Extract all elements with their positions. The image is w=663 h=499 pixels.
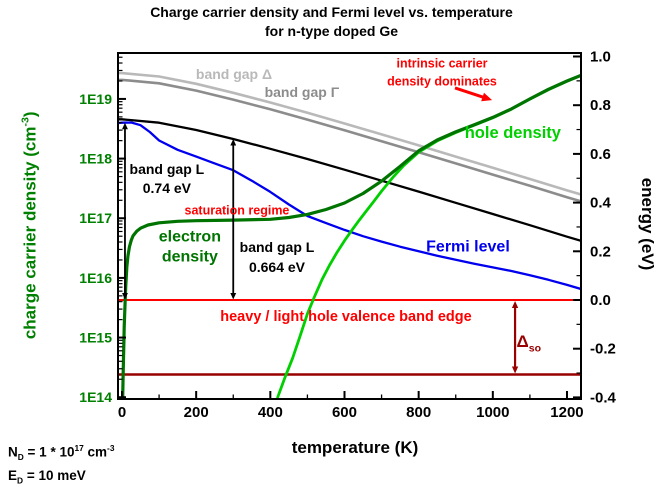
annotation-band-gap-delta-label: band gap Δ: [196, 66, 272, 82]
annotation-saturation-regime-label: saturation regime: [185, 204, 290, 218]
x-tick-label: 400: [258, 404, 283, 421]
annotation-intrinsic-carrier-label: intrinsic carrier density dominates: [387, 56, 497, 88]
annotation-band-gap-gamma-label: band gap Γ: [265, 84, 340, 100]
annotation-band-gap-L-0K-label: band gap L 0.74 eV: [130, 161, 205, 196]
x-axis-label: temperature (K): [291, 438, 419, 457]
annotation-fermi-level-label: Fermi level: [426, 239, 510, 256]
x-tick-label: 200: [184, 404, 209, 421]
plot-border: [117, 52, 582, 400]
y-right-tick-label: 0.6: [590, 146, 611, 163]
y-axis-label-right: energy (eV): [638, 177, 657, 271]
annotation-hole-density-label: hole density: [465, 124, 562, 142]
curve-band-gap-gamma: [118, 78, 581, 203]
x-tick-label: 800: [406, 404, 431, 421]
annotation-valence-band-edge-label: heavy / light hole valence band edge: [220, 309, 471, 325]
x-tick-label: 1200: [550, 404, 583, 421]
plot-area: [118, 71, 581, 399]
y-right-tick-label: 0.2: [590, 243, 611, 260]
arrow-band-gap-300K: [230, 139, 237, 300]
y-axis-right: -0.4 -0.2 0.0 0.2 0.4 0.6 0.8 1.0: [573, 49, 617, 406]
y-right-tick-label: 1.0: [590, 49, 611, 66]
x-tick-label: 1000: [476, 404, 509, 421]
y-right-tick-label: -0.4: [590, 389, 617, 406]
arrow-delta-so: [511, 300, 519, 374]
doping-concentration-note: ND = 1 * 1017 cm-3: [8, 443, 115, 463]
donor-energy-note: ED = 10 meV: [8, 468, 86, 486]
y-axis-left: 1E14 1E15 1E16 1E17 1E18 1E19: [79, 56, 126, 405]
y-right-tick-label: -0.2: [590, 341, 616, 358]
annotation-delta-so-label: Δso: [517, 332, 542, 355]
y-left-tick-label: 1E18: [79, 151, 112, 167]
chart-title-line1: Charge carrier density and Fermi level v…: [150, 4, 513, 20]
curve-fermi-level: [118, 121, 581, 291]
x-tick-label: 0: [118, 404, 126, 421]
y-right-tick-label: 0.0: [590, 292, 611, 309]
arrow-band-gap-0K: [122, 122, 128, 300]
chart-title-line2: for n-type doped Ge: [265, 23, 398, 39]
arrow-intrinsic-pointer: [454, 86, 493, 102]
curve-band-gap-L: [118, 118, 581, 243]
y-left-tick-label: 1E15: [79, 330, 112, 346]
annotation-band-gap-L-300K-label: band gap L 0.664 eV: [240, 239, 315, 275]
y-left-tick-label: 1E14: [79, 389, 112, 405]
curve-band-gap-delta: [118, 71, 581, 196]
y-left-tick-label: 1E19: [79, 91, 112, 107]
x-tick-label: 600: [332, 404, 357, 421]
y-right-tick-label: 0.8: [590, 97, 611, 114]
annotation-electron-density-label: electron density: [159, 229, 221, 266]
chart-title: Charge carrier density and Fermi level v…: [0, 3, 663, 41]
y-left-tick-label: 1E16: [79, 270, 112, 286]
y-axis-label-left: charge carrier density (cm-3): [19, 111, 40, 340]
x-axis: 0 200 400 600 800 1000 1200: [118, 391, 584, 421]
y-left-tick-label: 1E17: [79, 210, 112, 226]
y-right-tick-label: 0.4: [590, 195, 612, 212]
